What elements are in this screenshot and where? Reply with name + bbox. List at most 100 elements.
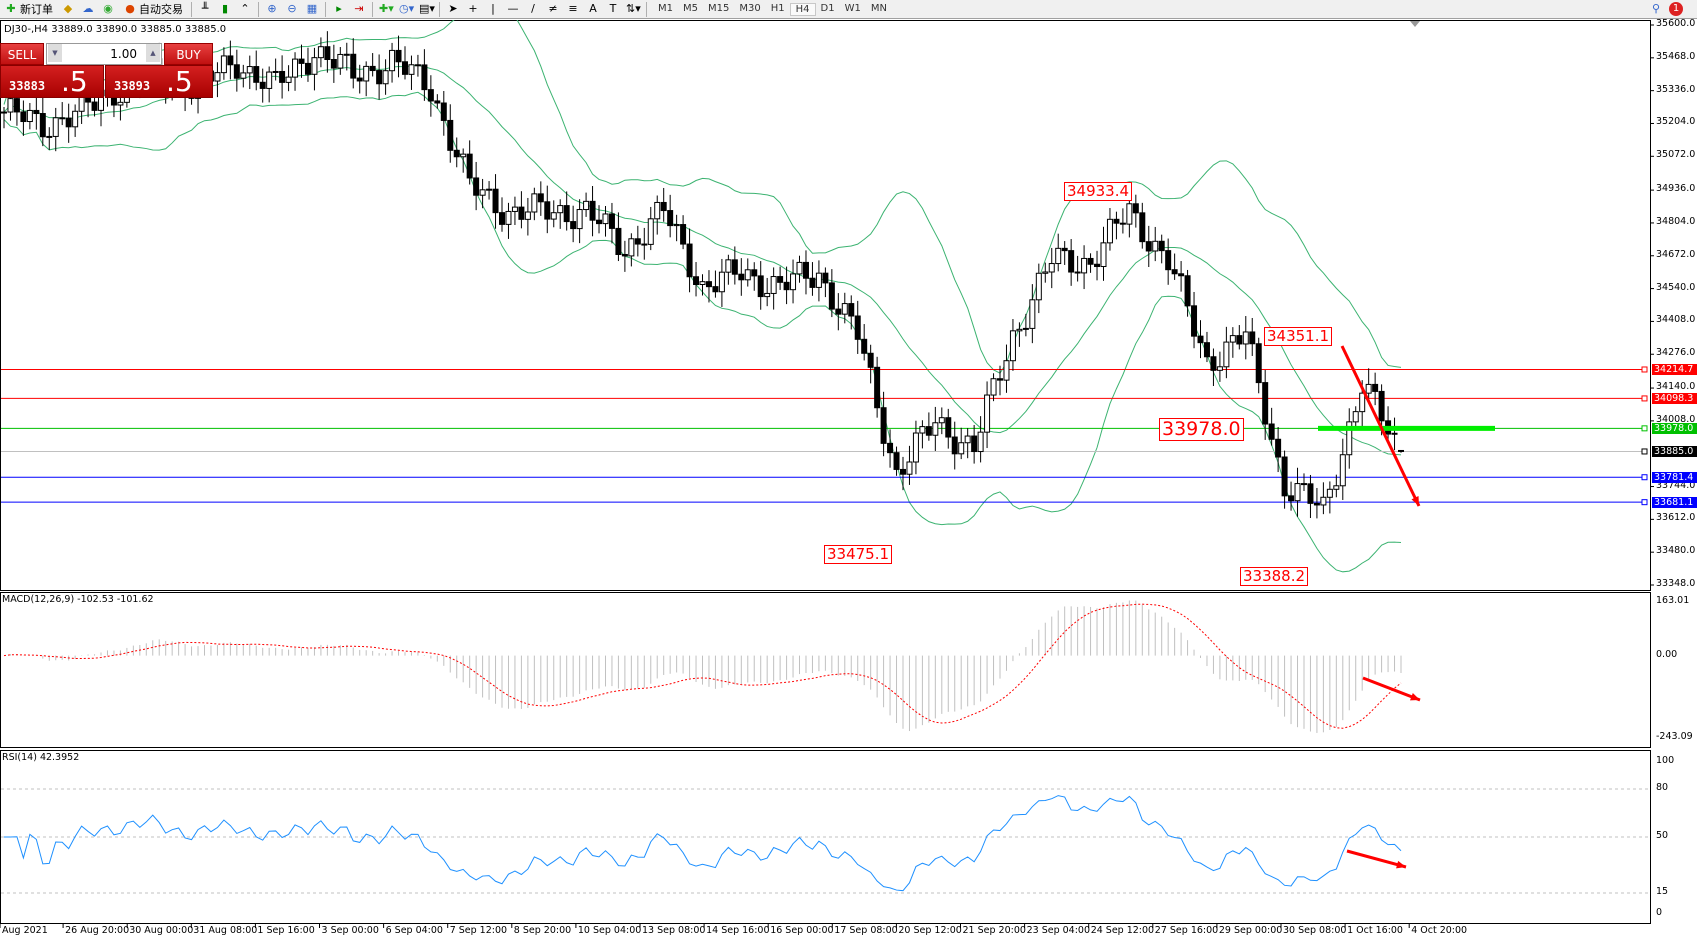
candle-body — [511, 206, 518, 212]
candle — [1022, 313, 1029, 337]
buy-button[interactable]: BUY — [164, 43, 213, 65]
candle-body — [570, 221, 577, 230]
candle — [505, 202, 512, 239]
candle — [783, 266, 790, 305]
timeframe-mn[interactable]: MN — [870, 2, 887, 14]
candle-body — [1152, 240, 1159, 252]
candle-body — [531, 193, 538, 213]
zoom-in-icon[interactable]: ⊕ — [267, 2, 277, 15]
text-label-icon[interactable]: T — [609, 2, 617, 15]
bearish-arrow-macd-head — [1410, 693, 1420, 701]
time-axis-label: 26 Aug 20:00 — [65, 925, 130, 936]
tile-windows-icon[interactable]: ▦ — [306, 2, 318, 15]
indicators-icon[interactable]: ✚▾ — [379, 2, 394, 15]
timeframe-m30[interactable]: M30 — [739, 2, 761, 14]
candle — [363, 61, 370, 97]
zoom-out-icon[interactable]: ⊖ — [287, 2, 297, 15]
candle-body — [440, 102, 447, 121]
auto-trading-button[interactable]: ● 自动交易 — [121, 1, 185, 18]
ask-price-button[interactable]: 33893.5 — [105, 65, 213, 98]
candle-body — [117, 101, 124, 106]
equidistant-channel-icon[interactable]: ≠ — [548, 2, 558, 15]
line-chart-icon[interactable]: ⌃ — [240, 2, 250, 15]
alerts-icon[interactable]: ☁ — [82, 2, 94, 15]
candle-body — [557, 205, 564, 214]
candle — [1184, 269, 1191, 317]
periods-icon[interactable]: ◷▾ — [399, 2, 415, 15]
timeframe-m1[interactable]: M1 — [658, 2, 673, 14]
candle-body — [660, 201, 667, 212]
candle — [822, 267, 829, 298]
candle — [887, 429, 894, 468]
timeframe-m15[interactable]: M15 — [708, 2, 730, 14]
arrows-icon[interactable]: ⇅▾ — [626, 2, 641, 15]
chart-shift-icon[interactable]: ⇥ — [354, 2, 364, 15]
candle — [1106, 208, 1113, 251]
price-axis-label: 34804.0 — [1656, 215, 1696, 227]
bar-chart-icon[interactable]: ╨ — [201, 2, 209, 15]
bearish-arrow-macd — [1362, 676, 1421, 702]
vertical-line-icon[interactable]: | — [491, 2, 495, 15]
templates-icon[interactable]: ▤▾ — [419, 2, 435, 15]
candle-body — [1081, 257, 1088, 274]
candle — [292, 52, 299, 91]
candle — [828, 269, 835, 318]
price-annotation-swing-low: 33388.2 — [1240, 567, 1309, 586]
candlestick-icon[interactable]: ▮ — [221, 2, 229, 15]
trendline-icon[interactable]: / — [531, 2, 535, 15]
candle-body — [486, 188, 493, 191]
text-icon[interactable]: A — [589, 2, 597, 15]
candle-body — [382, 70, 389, 85]
cursor-icon[interactable]: ➤ — [448, 2, 458, 15]
new-order-button[interactable]: ✚ 新订单 — [2, 1, 55, 18]
candle — [583, 192, 590, 217]
bid-price-button[interactable]: 33883.5 — [0, 65, 104, 98]
candle-body — [596, 219, 603, 225]
lot-size-input[interactable]: 1.00 — [46, 43, 162, 65]
candle-body — [1210, 356, 1217, 371]
candle-body — [912, 432, 919, 463]
level-handle — [1641, 474, 1648, 481]
candle-body — [667, 210, 674, 227]
candle-body — [654, 201, 661, 220]
meta-editor-icon[interactable]: ◆ — [63, 2, 73, 15]
signals-icon[interactable]: ◉ — [103, 2, 113, 15]
price-axis-label: 35336.0 — [1656, 83, 1696, 95]
timeframe-d1[interactable]: D1 — [820, 2, 835, 14]
candle-body — [324, 46, 331, 60]
chart-canvas[interactable] — [0, 20, 1697, 936]
fibonacci-icon[interactable]: ≡ — [568, 2, 578, 15]
crosshair-icon[interactable]: + — [468, 2, 478, 15]
candle — [1119, 208, 1126, 234]
notifications-badge[interactable]: 1 — [1669, 2, 1683, 16]
lot-decrease-button[interactable]: ▼ — [48, 44, 62, 62]
time-axis-label: 14 Sep 16:00 — [706, 925, 770, 936]
candle-body — [401, 61, 408, 75]
timeframe-m5[interactable]: M5 — [683, 2, 698, 14]
candle-body — [1022, 327, 1029, 330]
timeframe-h1[interactable]: H1 — [770, 2, 785, 14]
candle — [1003, 344, 1010, 393]
candle — [421, 49, 428, 101]
candle — [899, 456, 906, 491]
candle — [984, 381, 991, 449]
lot-increase-button[interactable]: ▲ — [146, 44, 160, 62]
candle — [1223, 326, 1230, 379]
timeframe-w1[interactable]: W1 — [844, 2, 861, 14]
candle — [1346, 408, 1353, 469]
price-axis-label: 35204.0 — [1656, 116, 1696, 128]
divider — [258, 1, 259, 17]
candle-body — [744, 269, 751, 281]
autoscroll-icon[interactable]: ▸ — [336, 2, 342, 15]
sell-button[interactable]: SELL — [0, 43, 44, 65]
timeframe-h4[interactable]: H4 — [789, 2, 816, 16]
candle-body — [266, 71, 273, 89]
candle — [389, 42, 396, 83]
candle-body — [867, 352, 874, 368]
candle-body — [880, 407, 887, 444]
candle — [1068, 239, 1075, 286]
candle-body — [971, 435, 978, 453]
search-icon[interactable]: ⚲ — [1651, 2, 1661, 15]
horizontal-line-icon[interactable]: — — [507, 2, 519, 15]
candle — [350, 38, 357, 89]
